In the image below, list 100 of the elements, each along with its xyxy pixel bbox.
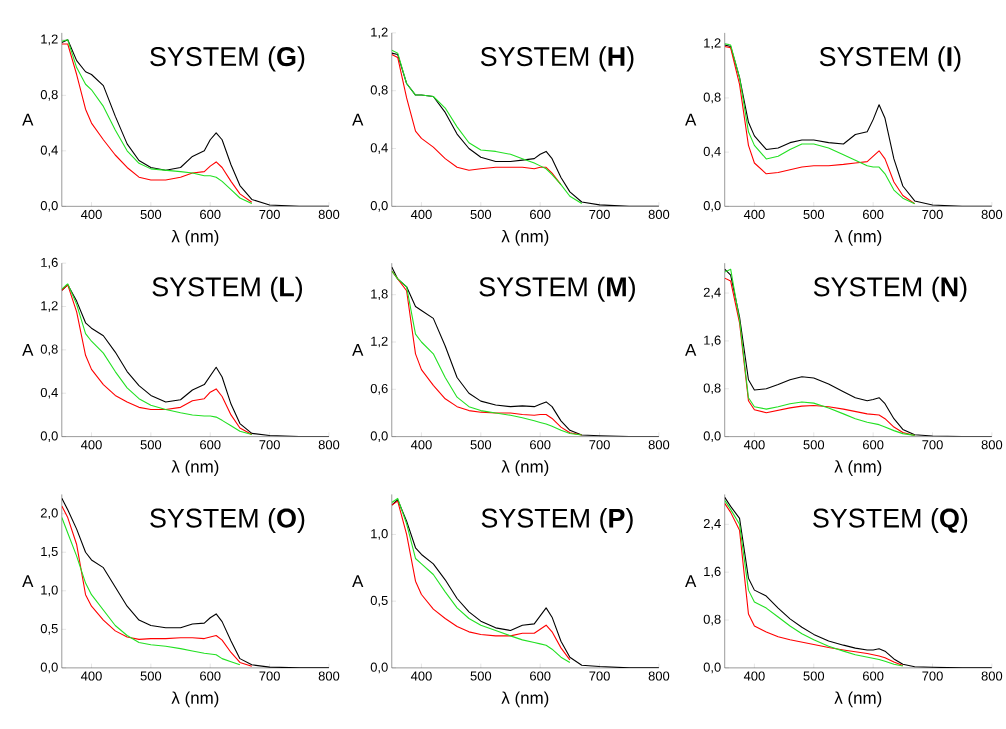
x-tick-label: 600	[530, 671, 551, 681]
x-tick-label: 800	[648, 210, 670, 220]
chart-title: SYSTEM (H)	[480, 46, 634, 72]
y-tick-label: 0,0	[703, 431, 721, 443]
x-tick-label: 800	[648, 671, 670, 681]
y-tick-label: 2,0	[40, 508, 58, 520]
x-tick-label: 700	[589, 210, 610, 220]
x-tick-label: 500	[803, 671, 825, 681]
y-tick-label: 1,6	[41, 257, 58, 269]
x-tick-label: 500	[470, 440, 492, 450]
y-tick-label: 0,0	[370, 201, 388, 212]
x-tick-label: 800	[981, 440, 1003, 450]
y-tick-label: 0,4	[40, 145, 58, 157]
x-tick-label: 500	[140, 671, 162, 681]
y-tick-label: 0,5	[40, 624, 58, 635]
y-tick-label: 1,5	[41, 547, 58, 558]
y-tick-label: 0,8	[40, 344, 58, 356]
y-tick-label: 0,4	[703, 146, 721, 158]
y-tick-label: 0,0	[40, 431, 58, 443]
y-tick-label: 1,0	[41, 585, 58, 597]
x-tick-label: 500	[803, 210, 825, 220]
x-tick-label: 500	[803, 440, 825, 450]
y-tick-label: 0,0	[40, 201, 58, 212]
y-tick-label: 0,8	[703, 614, 721, 626]
x-axis-title: λ (nm)	[501, 460, 549, 477]
x-tick-label: 500	[470, 671, 492, 681]
chart-title: SYSTEM (P)	[481, 508, 633, 534]
y-tick-label: 0,4	[40, 388, 58, 399]
y-axis-title: A	[22, 575, 34, 588]
y-tick-label: 1,8	[371, 289, 388, 301]
y-tick-label: 0,0	[370, 662, 388, 674]
x-tick-label: 800	[318, 440, 340, 450]
y-tick-label: 0,8	[40, 90, 58, 101]
chart-title: SYSTEM (I)	[819, 46, 961, 72]
x-tick-label: 700	[259, 440, 280, 450]
x-tick-label: 700	[259, 671, 280, 681]
x-tick-label: 400	[410, 671, 432, 681]
x-tick-label: 600	[530, 210, 551, 220]
x-tick-label: 400	[410, 440, 432, 450]
y-tick-label: 1,2	[41, 301, 58, 313]
y-tick-label: 0,0	[370, 431, 388, 443]
x-axis-title: λ (nm)	[171, 691, 219, 708]
chart-title: SYSTEM (G)	[150, 46, 305, 72]
y-tick-label: 0,6	[370, 384, 388, 395]
y-tick-label: 0,0	[703, 662, 721, 674]
chart-title: SYSTEM (M)	[479, 276, 635, 302]
y-tick-label: 1,2	[704, 38, 721, 50]
y-tick-label: 1,0	[371, 529, 388, 540]
y-axis-title: A	[685, 113, 697, 126]
x-tick-label: 700	[589, 440, 610, 450]
x-axis-title: λ (nm)	[171, 460, 219, 477]
y-tick-label: 1,2	[371, 336, 388, 348]
x-tick-label: 400	[80, 671, 102, 681]
y-axis-title: A	[685, 575, 697, 588]
x-tick-label: 600	[200, 210, 221, 220]
y-tick-label: 0,0	[703, 201, 721, 212]
x-tick-label: 600	[200, 440, 221, 450]
y-tick-label: 1,2	[371, 27, 388, 39]
x-tick-label: 800	[981, 671, 1003, 681]
x-tick-label: 800	[318, 210, 340, 220]
x-axis-title: λ (nm)	[501, 230, 549, 246]
x-tick-label: 400	[80, 210, 102, 220]
x-axis-title: λ (nm)	[834, 460, 882, 477]
y-tick-label: 0,8	[370, 85, 388, 97]
y-tick-label: 0,0	[40, 662, 58, 674]
x-tick-label: 600	[862, 671, 884, 681]
x-tick-label: 700	[922, 440, 943, 450]
x-tick-label: 600	[862, 440, 884, 450]
y-tick-label: 0,8	[703, 92, 721, 104]
y-tick-label: 0,4	[370, 143, 388, 155]
y-tick-label: 1,6	[704, 335, 721, 347]
x-axis-title: λ (nm)	[834, 230, 882, 246]
x-tick-label: 500	[470, 210, 492, 220]
x-tick-label: 400	[743, 440, 765, 450]
y-axis-title: A	[352, 575, 364, 588]
y-tick-label: 2,4	[703, 519, 721, 530]
x-tick-label: 400	[410, 210, 432, 220]
y-tick-label: 0,5	[370, 595, 388, 607]
x-axis-title: λ (nm)	[834, 691, 882, 708]
x-tick-label: 700	[589, 671, 610, 681]
y-axis-title: A	[685, 344, 697, 356]
x-tick-label: 800	[648, 440, 670, 450]
x-axis-title: λ (nm)	[171, 230, 219, 246]
y-tick-label: 0,8	[703, 383, 721, 395]
chart-title: SYSTEM (O)	[150, 508, 305, 534]
chart-title: SYSTEM (N)	[813, 276, 967, 302]
x-tick-label: 800	[318, 671, 340, 681]
y-axis-title: A	[352, 344, 364, 356]
y-axis-title: A	[352, 113, 364, 126]
x-tick-label: 700	[922, 210, 943, 220]
y-tick-label: 2,4	[703, 287, 721, 299]
x-tick-label: 800	[981, 210, 1003, 220]
x-tick-label: 500	[140, 210, 162, 220]
x-tick-label: 700	[922, 671, 943, 681]
x-tick-label: 500	[140, 440, 162, 450]
x-tick-label: 700	[259, 210, 280, 220]
x-tick-label: 600	[862, 210, 884, 220]
x-tick-label: 600	[530, 440, 551, 450]
x-tick-label: 400	[743, 671, 765, 681]
x-tick-label: 600	[200, 671, 221, 681]
